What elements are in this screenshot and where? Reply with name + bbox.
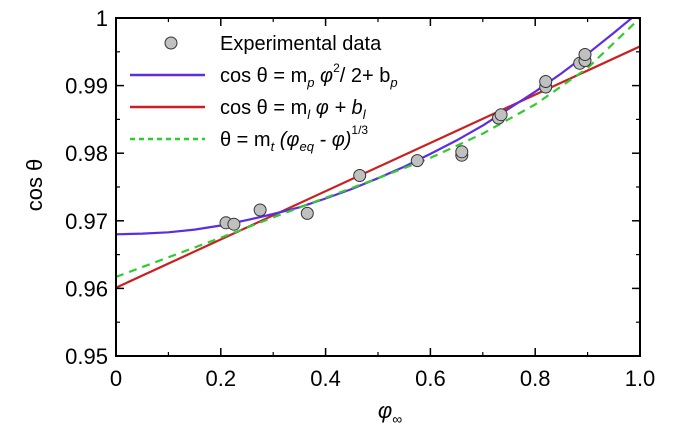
y-tick-label: 0.97 [65,209,108,234]
series-line-2 [116,45,640,289]
data-point [353,169,367,182]
legend-item-power: θ = mt (φeq - φ)1/3 [130,123,368,154]
data-point [455,145,469,159]
y-axis-title: cos θ [22,159,47,212]
legend-label-experimental: Experimental data [220,33,382,55]
legend-label-power: θ = mt (φeq - φ)1/3 [220,123,368,154]
y-tick-label: 0.95 [65,344,108,369]
legend-label-parabola: cos θ = mp φ2/ 2+ bp [220,61,398,90]
x-tick-label: 0.8 [520,366,551,391]
points-layer [219,48,592,231]
y-tick-label: 0.96 [65,276,108,301]
x-tick-label: 0.6 [415,366,446,391]
svg-text:φ∞: φ∞ [378,398,402,427]
x-axis-title-symbol: φ [378,398,392,423]
axes-layer [115,17,641,357]
legend-item-linear: cos θ = ml φ + bl [130,97,367,122]
x-tick-label: 0.4 [310,366,341,391]
tick-labels-layer: 0 0.2 0.4 0.6 0.8 1.0 0.95 0.96 0.97 0.98 0.99 1 [65,6,655,391]
legend: Experimental data cos θ = mp φ2/ 2+ bp c… [130,33,398,154]
series-line-3 [116,18,640,278]
x-tick-label: 1.0 [625,366,656,391]
data-point [578,48,592,61]
data-point [227,217,241,231]
x-tick-label: 0 [110,366,122,391]
data-point [300,206,314,220]
x-axis-title-subscript: ∞ [392,411,402,427]
y-tick-label: 1 [96,6,108,31]
y-tick-label: 0.98 [65,141,108,166]
data-point [494,108,508,122]
data-point [539,75,553,88]
x-axis-title: φ∞ [378,398,402,427]
legend-item-parabola: cos θ = mp φ2/ 2+ bp [130,61,398,90]
y-axis-title-text: cos θ [22,159,47,212]
data-point [253,203,267,217]
x-tick-label: 0.2 [206,366,237,391]
series-line-1 [116,18,634,236]
data-point [410,154,424,168]
legend-item-experimental: Experimental data [164,33,382,55]
curves-layer [116,18,640,289]
legend-label-linear: cos θ = ml φ + bl [220,97,367,122]
legend-marker-experimental [164,36,178,50]
y-tick-label: 0.99 [65,74,108,99]
